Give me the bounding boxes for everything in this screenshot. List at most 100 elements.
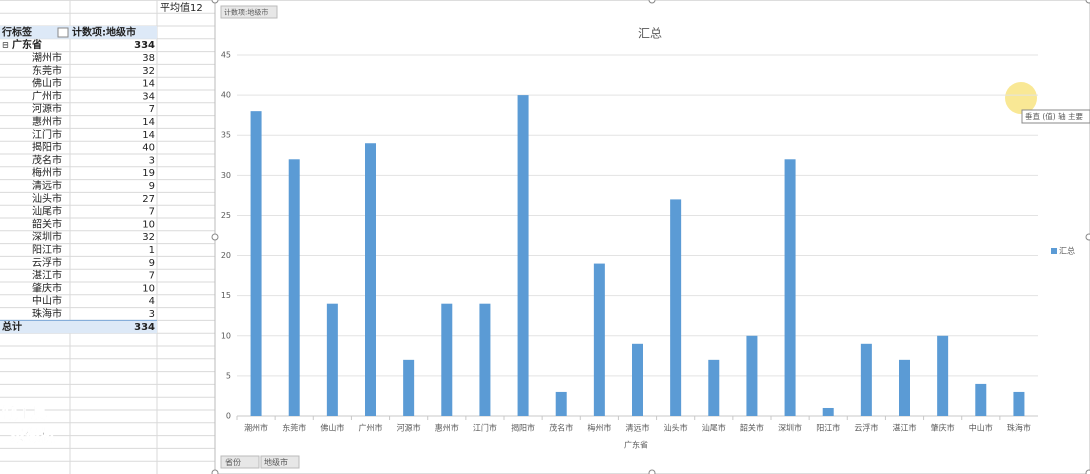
bar <box>784 159 796 417</box>
legend-label: 汇总 <box>1059 246 1075 256</box>
row-value: 40 <box>142 143 155 154</box>
row-value: 9 <box>149 181 155 192</box>
row-label: 清远市 <box>32 179 62 192</box>
tooltip-text: 垂直 (值) 轴 主要 <box>1025 111 1084 121</box>
row-value: 7 <box>149 207 155 218</box>
bar <box>517 95 529 416</box>
row-label: 云浮市 <box>32 256 62 269</box>
x-tick-label: 广州市 <box>359 423 383 433</box>
watermark: 录像机 <box>10 427 55 445</box>
row-label: 汕头市 <box>32 192 62 205</box>
row-label: 珠海市 <box>32 307 62 320</box>
x-tick-label: 汕尾市 <box>702 423 726 433</box>
field-button-label: 计数项:地级市 <box>224 8 268 17</box>
row-value: 14 <box>142 130 155 141</box>
x-tick-label: 茂名市 <box>549 423 573 433</box>
bar <box>937 335 949 416</box>
selection-handle <box>211 0 219 4</box>
y-tick-label: 30 <box>221 171 231 180</box>
row-label: 惠州市 <box>32 115 62 128</box>
row-value: 1 <box>149 245 155 256</box>
row-value: 19 <box>142 168 155 179</box>
selection-handle <box>211 469 219 474</box>
row-label: 肇庆市 <box>32 281 62 294</box>
row-label: 汕尾市 <box>32 205 62 218</box>
bar <box>975 383 987 416</box>
selection-handle <box>648 469 656 474</box>
row-value: 9 <box>149 258 155 269</box>
row-label: 湛江市 <box>32 269 62 282</box>
x-tick-label: 阳江市 <box>816 423 840 433</box>
header-cell: 行标签 <box>1 25 33 38</box>
bar <box>593 263 605 416</box>
x-tick-label: 云浮市 <box>854 423 878 433</box>
y-tick-label: 35 <box>221 131 231 140</box>
y-tick-label: 25 <box>221 211 231 220</box>
row-label: 梅州市 <box>32 166 62 179</box>
bar <box>441 303 453 416</box>
field-button[interactable] <box>220 5 278 19</box>
x-tick-label: 肇庆市 <box>931 423 955 433</box>
row-label: 广州市 <box>32 89 62 102</box>
header-fill <box>0 26 157 39</box>
x-tick-label: 深圳市 <box>778 423 802 433</box>
bar <box>860 343 872 416</box>
x-tick-label: 佛山市 <box>320 423 344 433</box>
y-tick-label: 10 <box>221 331 231 340</box>
y-tick-label: 40 <box>221 91 231 100</box>
row-value: 7 <box>149 104 155 115</box>
row-label: 阳江市 <box>32 243 62 256</box>
row-value: 4 <box>149 296 155 307</box>
bar <box>288 159 300 417</box>
row-value: 32 <box>142 66 155 77</box>
bar <box>899 359 910 416</box>
row-value: 14 <box>142 117 155 128</box>
y-tick-label: 45 <box>221 51 231 60</box>
x-tick-label: 东莞市 <box>282 423 306 433</box>
row-label: 茂名市 <box>32 153 62 166</box>
row-label: 潮州市 <box>32 51 62 64</box>
x-tick-label: 江门市 <box>473 423 497 433</box>
group-value: 334 <box>134 40 155 51</box>
row-value: 7 <box>149 271 155 282</box>
header-cell: 计数项:地级市 <box>72 25 136 38</box>
y-tick-label: 15 <box>221 291 231 300</box>
x-axis-title: 广东省 <box>624 440 648 450</box>
y-tick-label: 20 <box>221 251 231 260</box>
row-label: 揭阳市 <box>32 141 62 154</box>
x-tick-label: 韶关市 <box>740 423 764 433</box>
x-tick-label: 惠州市 <box>435 423 459 433</box>
bar <box>822 407 834 416</box>
x-tick-label: 中山市 <box>969 423 993 433</box>
group-label: 广东省 <box>12 38 42 51</box>
bar <box>670 199 682 416</box>
x-tick-label: 梅州市 <box>587 423 611 433</box>
y-tick-label: 5 <box>226 371 231 380</box>
row-value: 3 <box>149 309 155 320</box>
row-label: 东莞市 <box>32 64 62 77</box>
row-value: 14 <box>142 79 155 90</box>
row-label: 河源市 <box>32 102 62 115</box>
bar <box>1013 391 1025 416</box>
x-tick-label: 清远市 <box>626 423 650 433</box>
row-value: 38 <box>142 53 155 64</box>
total-fill <box>0 320 157 334</box>
y-tick-label: 0 <box>226 412 231 421</box>
row-label: 江门市 <box>32 128 62 141</box>
bar <box>708 359 720 416</box>
selection-handle <box>648 0 656 4</box>
selection-handle <box>1085 0 1090 4</box>
selection-handle <box>211 233 219 241</box>
bar <box>632 343 643 416</box>
x-tick-label: 珠海市 <box>1007 423 1031 433</box>
filter-button <box>57 27 69 38</box>
axis-button[interactable] <box>260 455 300 469</box>
axis-button-label: 省份 <box>225 457 241 467</box>
legend-swatch <box>1051 248 1057 254</box>
watermark: 制工具 <box>2 405 47 423</box>
axis-button[interactable] <box>220 455 260 469</box>
axis-button-label: 地级市 <box>264 457 288 467</box>
bar <box>746 335 758 416</box>
chart-area[interactable] <box>214 0 1090 474</box>
